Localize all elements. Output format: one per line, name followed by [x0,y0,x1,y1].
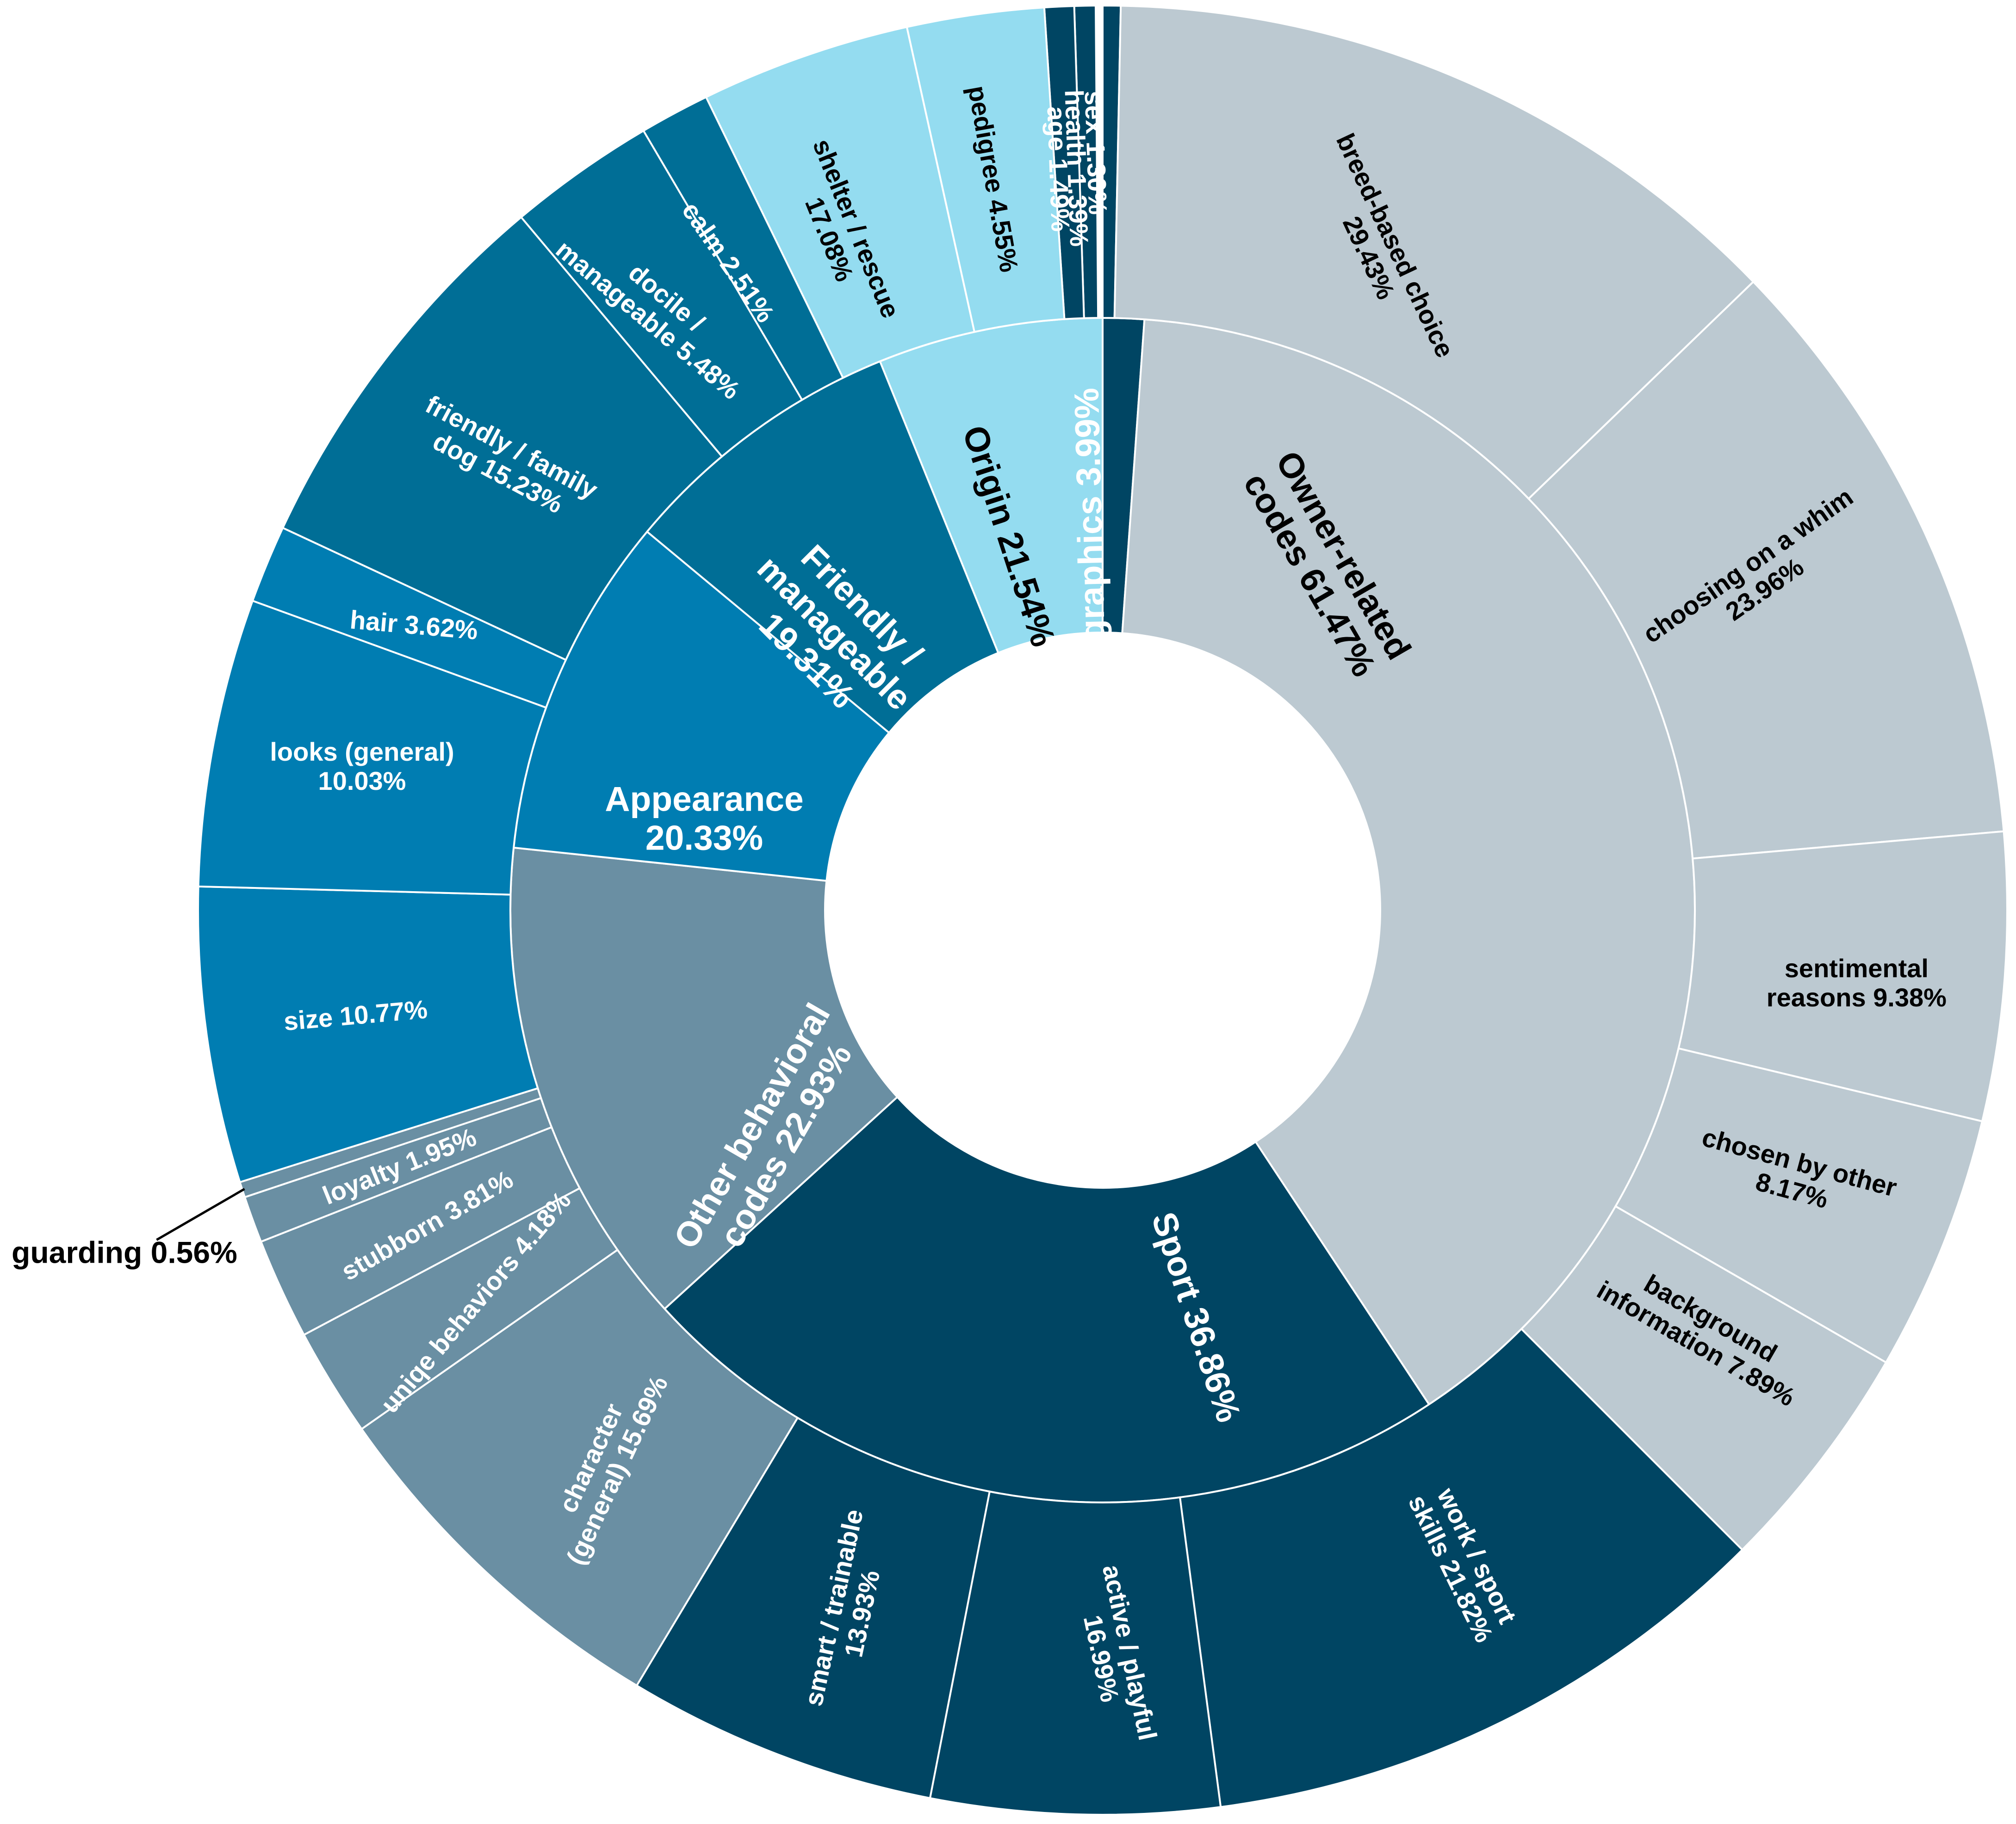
outer-label-health: health 1.39% [1060,89,1094,247]
guarding-callout-line [156,1188,245,1241]
outer-segment-friendly_family [281,216,724,661]
outer-label-age: age 1.49% [1042,106,1075,232]
outer-label-sentimental: sentimental reasons 9.38% [1767,954,1947,1012]
outer-segment-age [1043,5,1085,320]
chart-segments [197,4,2008,1816]
outer-segment-breed [1113,5,1755,500]
inner-label-demographics: Demographics 3.99% [1067,387,1114,737]
outer-segment-work [1179,1328,1744,1808]
outer-segment-pedigree [906,6,1066,333]
outer-label-guarding: guarding 0.56% [12,1235,237,1270]
outer-segment-whim [1527,280,2005,860]
outer-segment-health [1073,5,1099,319]
outer-label-sex: sex 1.30% [1079,90,1112,215]
inner-label-appearance: Appearance 20.33% [605,779,803,857]
outer-segment-character [360,1248,799,1687]
outer-label-looks: looks (general) 10.03% [270,737,454,795]
